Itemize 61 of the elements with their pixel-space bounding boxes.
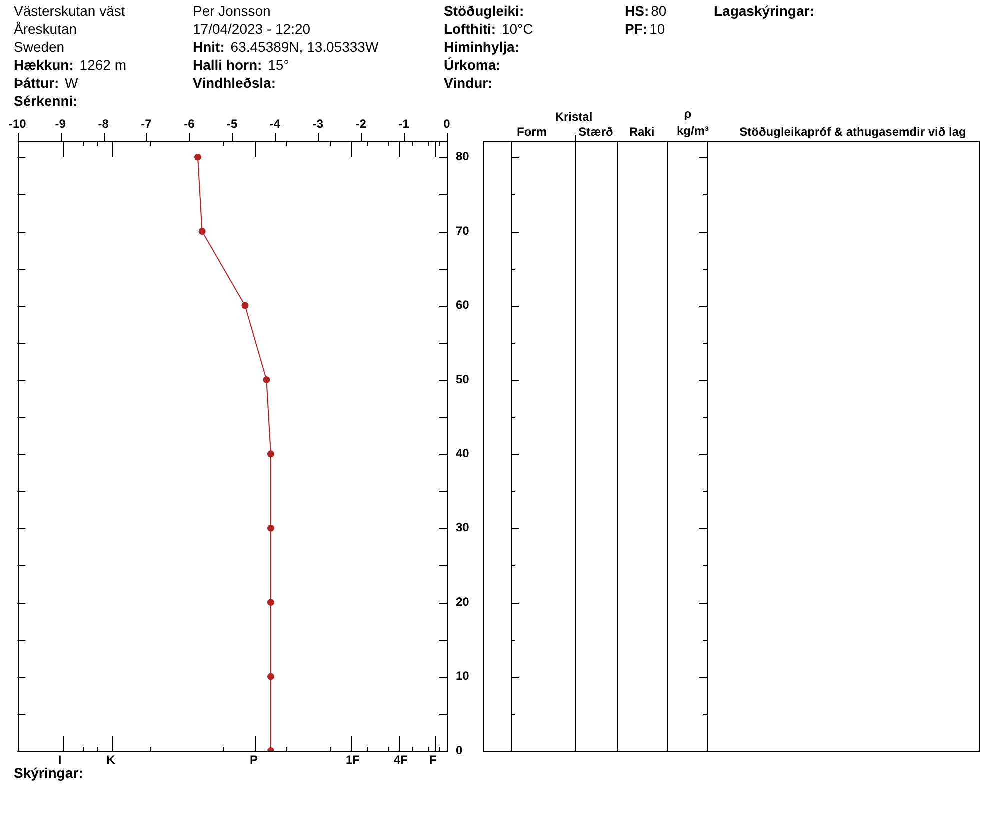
- x-tick-label: -1: [398, 117, 410, 132]
- x-tick-label: -10: [9, 117, 27, 132]
- point: [194, 154, 202, 161]
- text: 17/04/2023 - 12:20: [193, 21, 311, 37]
- text: PF:10: [625, 21, 666, 37]
- point: [267, 673, 274, 680]
- text: Lagaskýringar:: [714, 3, 814, 19]
- text: Sweden: [14, 39, 65, 55]
- x-tick-label: -3: [312, 117, 324, 132]
- x-tick-label: -5: [227, 117, 238, 132]
- text: Lofthiti: 10°C: [444, 21, 534, 37]
- y-tick-label: 50: [456, 372, 470, 386]
- text: Per Jonsson: [193, 3, 271, 19]
- point: [267, 524, 274, 532]
- text: Stöðugleikapróf & athugasemdir við lag: [740, 125, 966, 139]
- x-tick-label: -6: [184, 117, 196, 132]
- text: Stærð: [578, 125, 614, 139]
- text: kg/m³: [676, 124, 710, 138]
- text: Sérkenni:: [14, 93, 78, 109]
- y-tick-label: 20: [456, 594, 470, 609]
- text: Hækkun: 1262 m: [14, 57, 126, 73]
- point: [198, 228, 206, 236]
- text: Åreskutan: [14, 21, 78, 37]
- x-tick-label: -4: [270, 117, 281, 132]
- text: K: [106, 753, 116, 767]
- text: 1F: [346, 753, 360, 767]
- text: Vindhleðsla:: [193, 75, 276, 91]
- text: Vindur:: [444, 75, 493, 91]
- text: Halli horn: 15°: [193, 57, 290, 73]
- point: [263, 376, 270, 384]
- text: HS:80: [625, 3, 667, 19]
- point: [267, 450, 274, 458]
- text: Hnit: 63.45389N, 13.05333W: [193, 39, 379, 55]
- text: F: [429, 753, 437, 767]
- text: Himinhylja:: [444, 39, 520, 55]
- y-tick-label: 10: [456, 669, 470, 684]
- text: ρ: [684, 107, 692, 121]
- text: Skýringar:: [14, 765, 84, 781]
- y-tick-label: 0: [456, 743, 463, 758]
- x-tick-label: -7: [141, 117, 152, 132]
- point: [242, 302, 249, 310]
- text: 4F: [394, 753, 408, 767]
- text: Þáttur: W: [14, 75, 78, 91]
- y-tick-label: 70: [456, 224, 470, 238]
- x-tick-label: -9: [55, 117, 66, 132]
- y-tick-label: 60: [456, 298, 470, 312]
- text: I: [58, 753, 62, 767]
- text: Kristal: [555, 110, 593, 124]
- text: P: [250, 753, 258, 767]
- text: Úrkoma:: [444, 57, 501, 73]
- y-tick-label: 30: [456, 520, 470, 535]
- point: [267, 599, 274, 606]
- x-tick-label: 0: [444, 117, 451, 132]
- text: Raki: [629, 125, 655, 139]
- y-tick-label: 40: [456, 446, 470, 460]
- text: Stöðugleiki:: [444, 3, 524, 19]
- text: Västerskutan väst: [14, 3, 126, 19]
- text: Form: [517, 125, 547, 139]
- x-tick-label: -8: [98, 117, 110, 132]
- y-tick-label: 80: [456, 150, 470, 164]
- x-tick-label: -2: [356, 117, 367, 132]
